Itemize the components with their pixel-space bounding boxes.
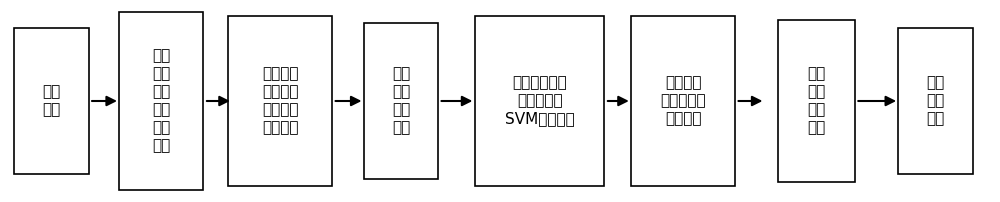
FancyBboxPatch shape xyxy=(14,28,89,174)
FancyBboxPatch shape xyxy=(119,12,203,190)
Text: 故障
分类: 故障 分类 xyxy=(42,84,61,118)
FancyBboxPatch shape xyxy=(228,16,332,186)
Text: 训练各个
支持向量机
分类模型: 训练各个 支持向量机 分类模型 xyxy=(660,76,706,126)
Text: 提取
多组
各个
桥臂
电压
信号: 提取 多组 各个 桥臂 电压 信号 xyxy=(152,48,171,154)
FancyBboxPatch shape xyxy=(475,16,604,186)
FancyBboxPatch shape xyxy=(778,20,855,182)
Text: 测试
故障
诊断
模型: 测试 故障 诊断 模型 xyxy=(808,66,826,136)
FancyBboxPatch shape xyxy=(631,16,735,186)
Text: 获取
故障
特征
向量: 获取 故障 特征 向量 xyxy=(392,66,410,136)
FancyBboxPatch shape xyxy=(898,28,973,174)
FancyBboxPatch shape xyxy=(364,23,438,179)
Text: 运用小波
多尺度分
解法分析
电压信号: 运用小波 多尺度分 解法分析 电压信号 xyxy=(262,66,298,136)
Text: 利用聚类算法
生成决策树
SVM分类模型: 利用聚类算法 生成决策树 SVM分类模型 xyxy=(505,76,574,126)
Text: 得到
分类
结果: 得到 分类 结果 xyxy=(926,76,945,126)
